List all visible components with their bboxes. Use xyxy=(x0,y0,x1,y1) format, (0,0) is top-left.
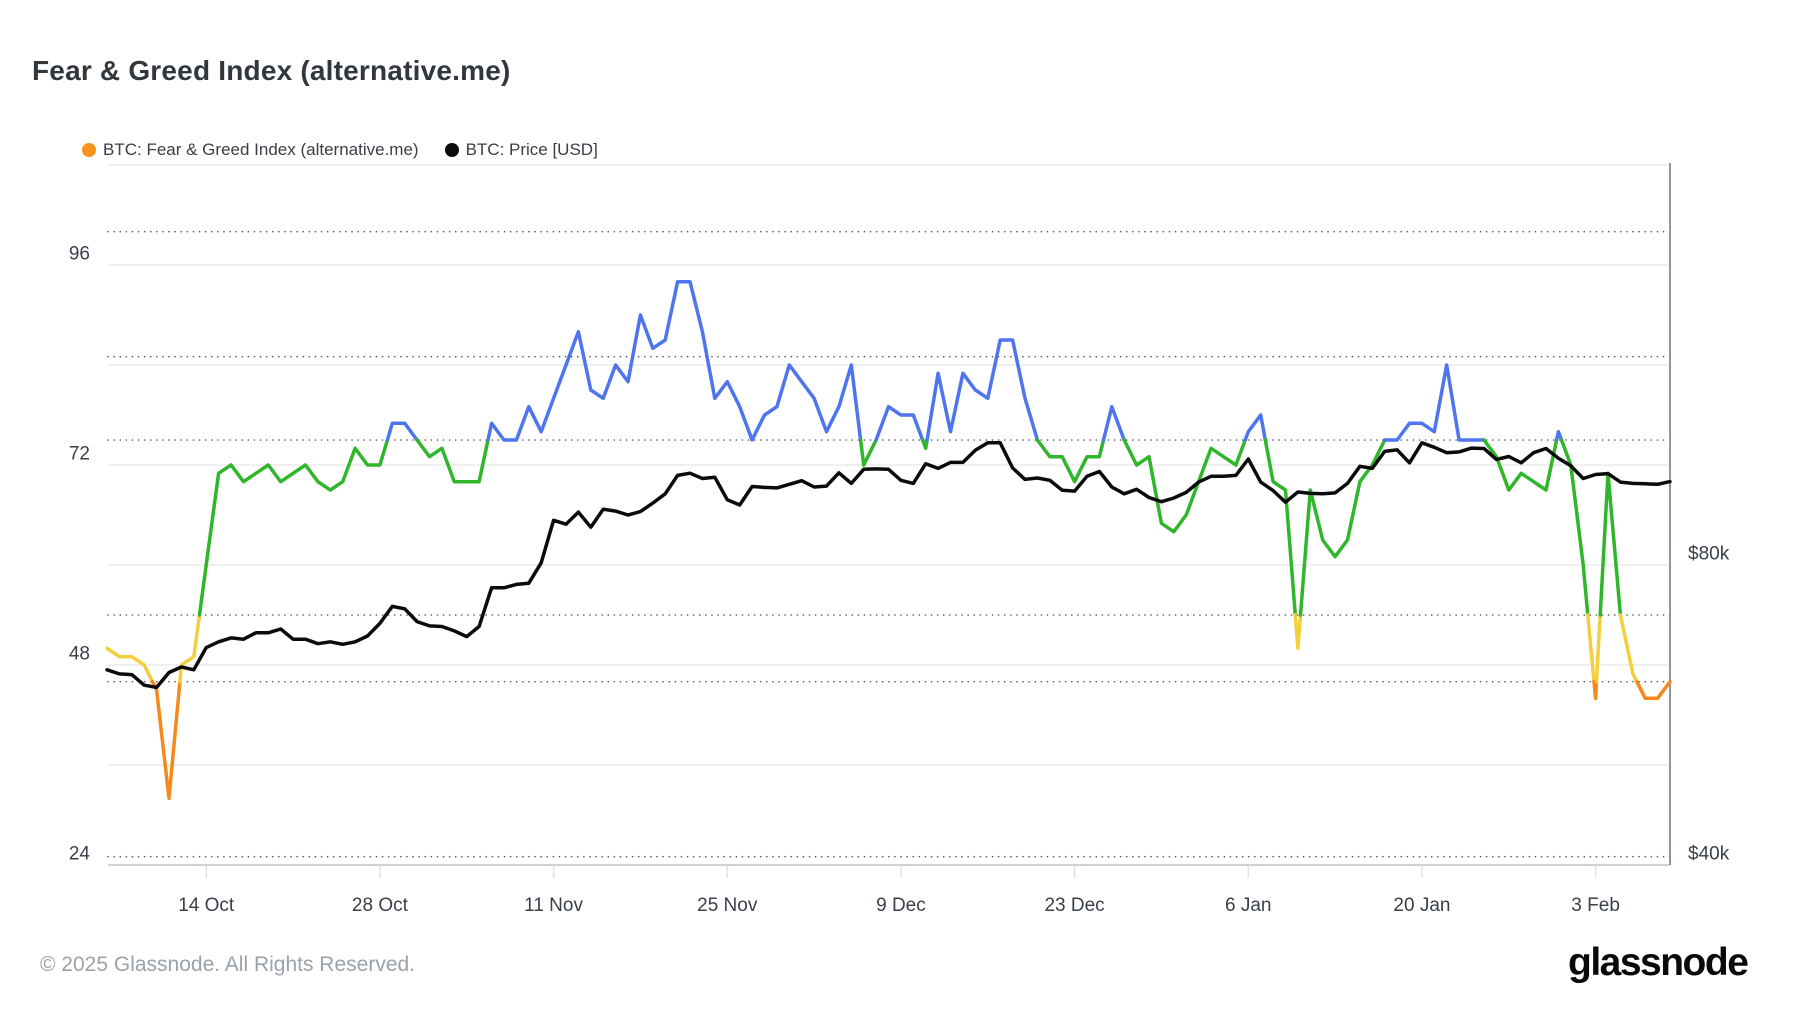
fear-greed-line-series xyxy=(925,338,1040,442)
fear-greed-line-series xyxy=(920,438,929,451)
x-axis-label: 11 Nov xyxy=(524,895,583,916)
copyright-text: © 2025 Glassnode. All Rights Reserved. xyxy=(40,953,416,976)
fear-greed-line-series xyxy=(1618,613,1639,684)
fear-greed-line-series xyxy=(1382,363,1486,442)
fear-greed-line-series xyxy=(1592,679,1599,701)
glassnode-logo[interactable]: glassnode xyxy=(1568,941,1749,984)
fear-greed-line-series xyxy=(1635,679,1672,701)
fear-greed-line-series xyxy=(1554,429,1564,442)
legend-item-label: BTC: Fear & Greed Index (alternative.me) xyxy=(103,140,419,159)
page-title: Fear & Greed Index (alternative.me) xyxy=(32,54,511,86)
x-axis-label: 25 Nov xyxy=(697,895,758,916)
fear-greed-line-series xyxy=(1101,404,1126,442)
x-axis-label: 14 Oct xyxy=(178,895,235,916)
fear-greed-line-series xyxy=(385,421,419,442)
y-axis-left-label: 72 xyxy=(69,444,90,465)
legend-item-label: BTC: Price [USD] xyxy=(465,140,598,159)
y-axis-right-label: $80k xyxy=(1688,544,1730,565)
x-axis-label: 9 Dec xyxy=(876,895,926,916)
fear-greed-line-series xyxy=(1122,438,1247,534)
x-axis-label: 20 Jan xyxy=(1393,895,1450,916)
price-legend-dot-icon xyxy=(444,143,459,157)
y-axis-left-label: 96 xyxy=(69,244,90,265)
fear-greed-line-series xyxy=(486,279,863,442)
x-axis-label: 6 Jan xyxy=(1225,895,1271,916)
y-axis-left-label: 48 xyxy=(69,644,90,665)
x-axis-label: 23 Dec xyxy=(1044,895,1104,916)
fear-greed-line-series xyxy=(1598,471,1623,617)
fear-greed-line-series xyxy=(150,679,182,801)
chart-legend: BTC: Fear & Greed Index (alternative.me)… xyxy=(82,140,598,160)
legend-item-price[interactable]: BTC: Price [USD] xyxy=(444,140,598,160)
fear-greed-line-series xyxy=(858,438,878,467)
fear-greed-legend-dot-icon xyxy=(82,143,96,157)
fear-greed-line-series xyxy=(1035,438,1106,484)
fear-greed-line-series xyxy=(1263,438,1298,617)
fear-greed-line-series xyxy=(874,404,925,442)
fear-greed-line-series xyxy=(1293,613,1303,651)
fear-greed-line-series xyxy=(1559,438,1590,617)
x-axis-label: 28 Oct xyxy=(352,895,409,916)
fear-greed-line-series xyxy=(1586,613,1596,684)
fear-greed-line-series xyxy=(1482,438,1559,492)
fear-greed-line-series xyxy=(178,613,202,684)
legend-item-fear-greed[interactable]: BTC: Fear & Greed Index (alternative.me) xyxy=(82,140,419,160)
btc-price-line-series xyxy=(105,441,1672,690)
y-axis-right-label: $40k xyxy=(1688,844,1730,865)
x-axis-label: 3 Feb xyxy=(1571,895,1620,916)
y-axis-left-label: 24 xyxy=(69,844,91,865)
fear-greed-line-series xyxy=(1243,413,1268,442)
fear-greed-line-series xyxy=(1594,613,1602,684)
fear-greed-line-series xyxy=(105,646,155,684)
fear-greed-line-series xyxy=(197,438,390,617)
fear-greed-line-series xyxy=(415,438,490,484)
